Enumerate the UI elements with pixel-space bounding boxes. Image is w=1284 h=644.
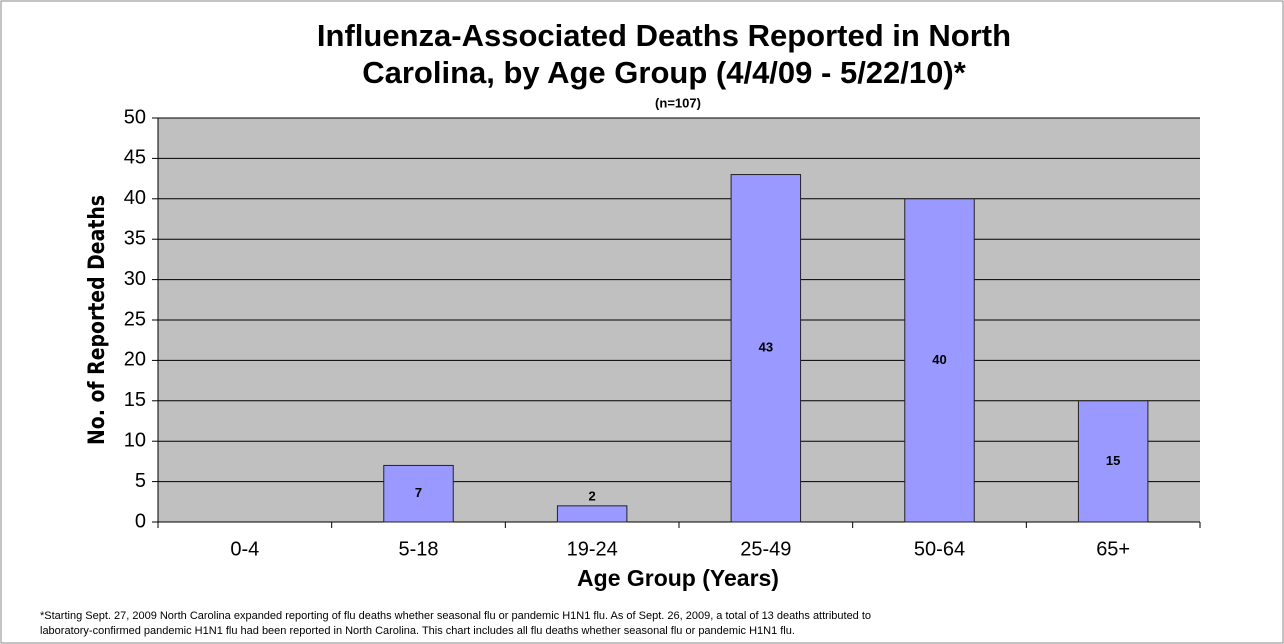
bar [383, 464, 454, 523]
bar [556, 505, 628, 523]
data-label: 43 [759, 340, 773, 355]
y-tick-label: 40 [124, 187, 146, 209]
footnote: *Starting Sept. 27, 2009 North Carolina … [40, 610, 871, 622]
bar [730, 174, 802, 523]
x-axis-label: Age Group (Years) [577, 565, 779, 591]
footnote: laboratory-confirmed pandemic H1N1 flu h… [40, 625, 795, 637]
x-tick-label: 19-24 [567, 538, 618, 560]
x-tick-label: 5-18 [398, 538, 438, 560]
x-tick-label: 25-49 [740, 538, 791, 560]
y-tick-label: 15 [124, 389, 146, 411]
data-label: 15 [1106, 453, 1120, 468]
y-tick-label: 35 [124, 227, 146, 249]
data-label: 2 [589, 488, 596, 503]
y-tick-label: 30 [124, 268, 146, 290]
y-tick-label: 50 [124, 106, 146, 128]
data-label: 40 [932, 352, 946, 367]
y-tick-label: 25 [124, 308, 146, 330]
y-tick-label: 5 [135, 470, 146, 492]
y-axis-label: No. of Reported Deaths [85, 195, 110, 445]
chart-subtitle: (n=107) [655, 95, 701, 110]
y-tick-label: 45 [124, 147, 146, 169]
bar [1077, 400, 1149, 523]
chart-title: Influenza-Associated Deaths Reported in … [317, 18, 1011, 53]
y-tick-label: 10 [124, 429, 146, 451]
data-label: 7 [415, 485, 422, 500]
y-tick-label: 20 [124, 349, 146, 371]
y-tick-label: 0 [135, 510, 146, 532]
bar [904, 198, 975, 523]
x-tick-label: 0-4 [230, 538, 259, 560]
x-tick-label: 50-64 [914, 538, 965, 560]
x-tick-label: 65+ [1096, 538, 1130, 560]
chart-title: Carolina, by Age Group (4/4/09 - 5/22/10… [362, 55, 966, 90]
